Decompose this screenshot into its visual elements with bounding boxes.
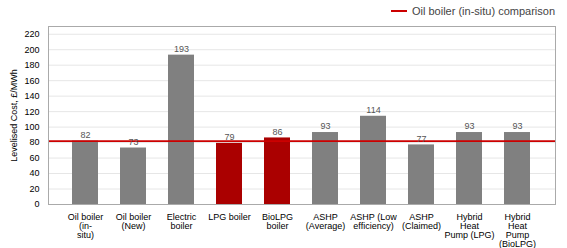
svg-text:BioLPGboiler: BioLPGboiler: [262, 212, 293, 231]
svg-text:86: 86: [272, 127, 282, 137]
svg-text:80: 80: [29, 137, 39, 147]
svg-text:HybridHeatPump(BioLPG): HybridHeatPump(BioLPG): [499, 212, 536, 248]
svg-text:79: 79: [224, 132, 234, 142]
svg-text:Electricboiler: Electricboiler: [167, 212, 197, 231]
svg-text:HybridHeatPump (LPG): HybridHeatPump (LPG): [444, 212, 494, 240]
html-text:Oil boiler (in-situ) compariso: Oil boiler (in-situ) comparison: [412, 4, 555, 17]
svg-text:LPG boiler: LPG boiler: [208, 212, 251, 222]
svg-text:140: 140: [24, 91, 39, 101]
svg-text:93: 93: [512, 121, 522, 131]
svg-text:60: 60: [29, 153, 39, 163]
svg-text:93: 93: [464, 121, 474, 131]
svg-text:77: 77: [416, 134, 426, 144]
svg-text:114: 114: [366, 105, 380, 115]
svg-text:Oil boiler(New): Oil boiler(New): [116, 212, 152, 231]
svg-text:20: 20: [29, 184, 39, 194]
svg-text:220: 220: [24, 29, 39, 39]
svg-text:193: 193: [174, 44, 189, 54]
svg-text:ASHP(Average): ASHP(Average): [306, 212, 345, 231]
svg-text:82: 82: [80, 130, 90, 140]
svg-text:Oil boiler(in-situ): Oil boiler(in-situ): [68, 212, 104, 240]
svg-text:120: 120: [24, 107, 39, 117]
svg-text:180: 180: [24, 60, 39, 70]
svg-text:ASHP (Lowefficiency): ASHP (Lowefficiency): [350, 212, 397, 231]
svg-text:100: 100: [24, 122, 39, 132]
svg-text:ASHP(Claimed): ASHP(Claimed): [402, 212, 441, 231]
svg-text:93: 93: [320, 121, 330, 131]
svg-text:160: 160: [24, 76, 39, 86]
svg-text:0: 0: [34, 199, 39, 209]
svg-text:40: 40: [29, 168, 39, 178]
svg-text:73: 73: [128, 137, 138, 147]
svg-text:200: 200: [24, 45, 39, 55]
svg-text:Levelised Cost, £/MWh: Levelised Cost, £/MWh: [9, 69, 19, 162]
